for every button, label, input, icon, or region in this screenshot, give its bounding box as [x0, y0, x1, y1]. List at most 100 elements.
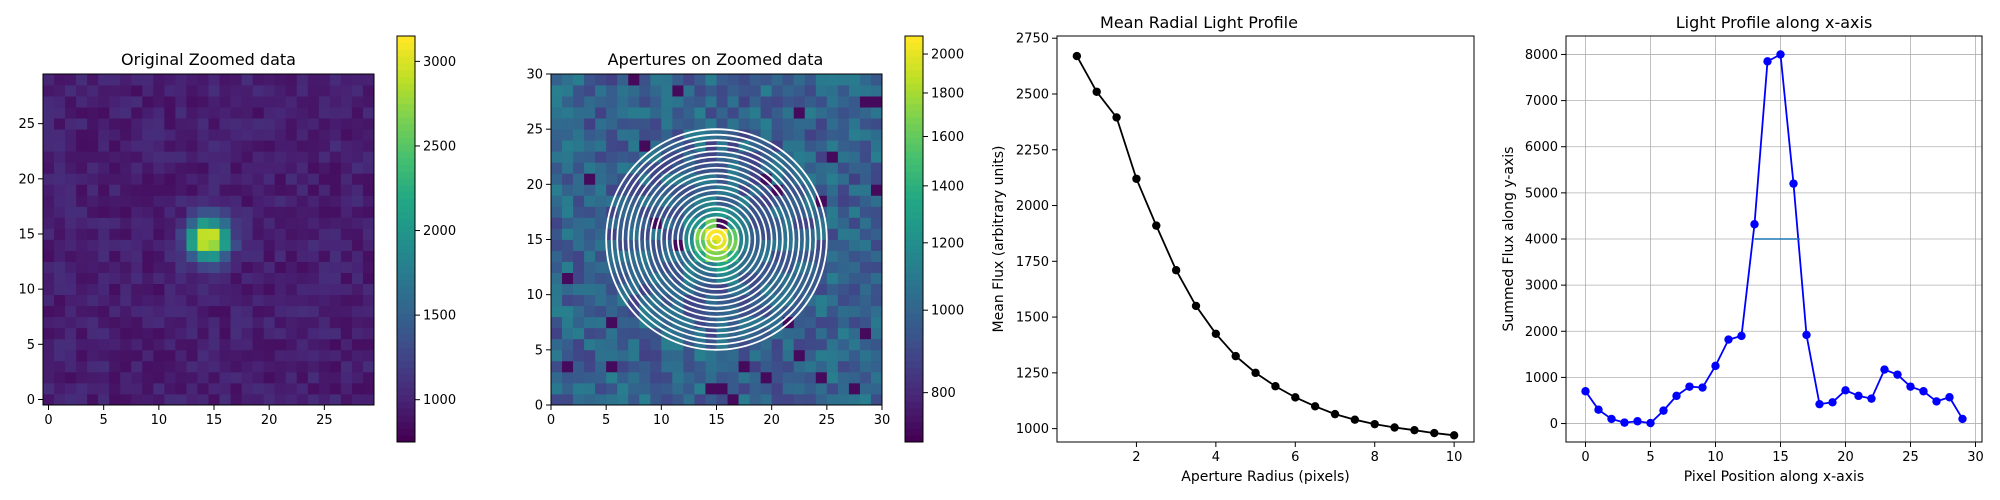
heatmap-cell: [804, 360, 817, 373]
heatmap-cell: [815, 261, 828, 273]
heatmap-cell: [848, 272, 861, 285]
panel3-title: Mean Radial Light Profile: [1100, 13, 1298, 32]
heatmap-cell: [65, 96, 77, 108]
heatmap-cell: [617, 294, 629, 307]
colorbar-segment: [905, 171, 923, 179]
heatmap-cell: [639, 85, 651, 97]
x-tick-label: 15: [708, 413, 725, 428]
heatmap-cell: [804, 217, 817, 229]
data-point: [1763, 57, 1772, 66]
heatmap-cell: [837, 250, 850, 262]
heatmap-cell: [186, 294, 198, 307]
heatmap-cell: [87, 360, 99, 373]
heatmap-cell: [870, 349, 883, 362]
heatmap-cell: [241, 272, 254, 285]
heatmap-cell: [318, 173, 331, 185]
heatmap-cell: [54, 327, 66, 340]
heatmap-cell: [296, 382, 309, 395]
heatmap-cell: [562, 338, 574, 351]
heatmap-cell: [782, 74, 795, 86]
colorbar-segment: [397, 347, 415, 355]
heatmap-cell: [716, 239, 728, 251]
heatmap-cell: [859, 206, 872, 218]
heatmap-cell: [120, 294, 132, 307]
heatmap-cell: [760, 360, 773, 373]
heatmap-cell: [573, 360, 585, 373]
heatmap-cell: [683, 151, 695, 163]
heatmap-cell: [848, 305, 861, 318]
heatmap-cell: [760, 382, 773, 395]
heatmap-cell: [54, 129, 66, 141]
heatmap-cell: [639, 184, 651, 196]
heatmap-cell: [329, 96, 342, 108]
heatmap-cell: [562, 140, 574, 152]
colorbar-segment: [397, 333, 415, 341]
colorbar-segment: [397, 286, 415, 294]
heatmap-cell: [329, 349, 342, 362]
heatmap-cell: [727, 184, 739, 196]
heatmap-cell: [606, 74, 618, 86]
heatmap-cell: [551, 338, 563, 351]
heatmap-cell: [639, 129, 651, 141]
heatmap-cell: [252, 294, 265, 307]
colorbar-tick-label: 2500: [423, 139, 456, 154]
heatmap-cell: [208, 206, 220, 218]
heatmap-cell: [870, 305, 883, 318]
data-point: [1789, 179, 1798, 188]
heatmap-cell: [43, 371, 55, 384]
heatmap-cell: [760, 118, 773, 130]
heatmap-cell: [650, 283, 662, 296]
heatmap-cell: [340, 316, 353, 329]
heatmap-cell: [804, 294, 817, 307]
heatmap-cell: [573, 371, 585, 384]
heatmap-cell: [562, 393, 574, 406]
heatmap-cell: [727, 250, 739, 262]
heatmap-cell: [837, 118, 850, 130]
heatmap-cell: [573, 250, 585, 262]
heatmap-cell: [197, 162, 209, 174]
heatmap-cell: [120, 272, 132, 285]
heatmap-cell: [793, 371, 806, 384]
colorbar-segment: [397, 117, 415, 125]
heatmap-cell: [285, 338, 298, 351]
heatmap-cell: [837, 151, 850, 163]
data-point: [1724, 335, 1733, 344]
heatmap-cell: [573, 294, 585, 307]
heatmap-cell: [606, 360, 618, 373]
heatmap-cell: [98, 96, 110, 108]
colorbar-segment: [905, 313, 923, 321]
heatmap-cell: [738, 85, 750, 97]
heatmap-cell: [837, 184, 850, 196]
heatmap-cell: [716, 85, 728, 97]
x-tick-label: 0: [44, 413, 52, 428]
heatmap-cell: [859, 74, 872, 86]
heatmap-cell: [727, 360, 739, 373]
heatmap-cell: [782, 360, 795, 373]
heatmap-cell: [727, 129, 739, 141]
heatmap-cell: [109, 338, 121, 351]
heatmap-cell: [87, 195, 99, 207]
heatmap-cell: [142, 393, 154, 406]
heatmap-cell: [120, 261, 132, 273]
heatmap-cell: [584, 96, 596, 108]
heatmap-cell: [859, 173, 872, 185]
heatmap-cell: [76, 327, 88, 340]
heatmap-cell: [826, 349, 839, 362]
heatmap-cell: [197, 305, 209, 318]
heatmap-cell: [230, 382, 242, 395]
heatmap-cell: [263, 173, 276, 185]
colorbar-segment: [397, 401, 415, 409]
heatmap-cell: [252, 217, 265, 229]
heatmap-cell: [76, 184, 88, 196]
heatmap-cell: [782, 85, 795, 97]
heatmap-cell: [584, 217, 596, 229]
heatmap-cell: [153, 107, 165, 119]
heatmap-cell: [109, 349, 121, 362]
heatmap-cell: [120, 305, 132, 318]
heatmap-cell: [749, 151, 762, 163]
heatmap-cell: [573, 129, 585, 141]
heatmap-cell: [43, 162, 55, 174]
heatmap-cell: [760, 217, 773, 229]
